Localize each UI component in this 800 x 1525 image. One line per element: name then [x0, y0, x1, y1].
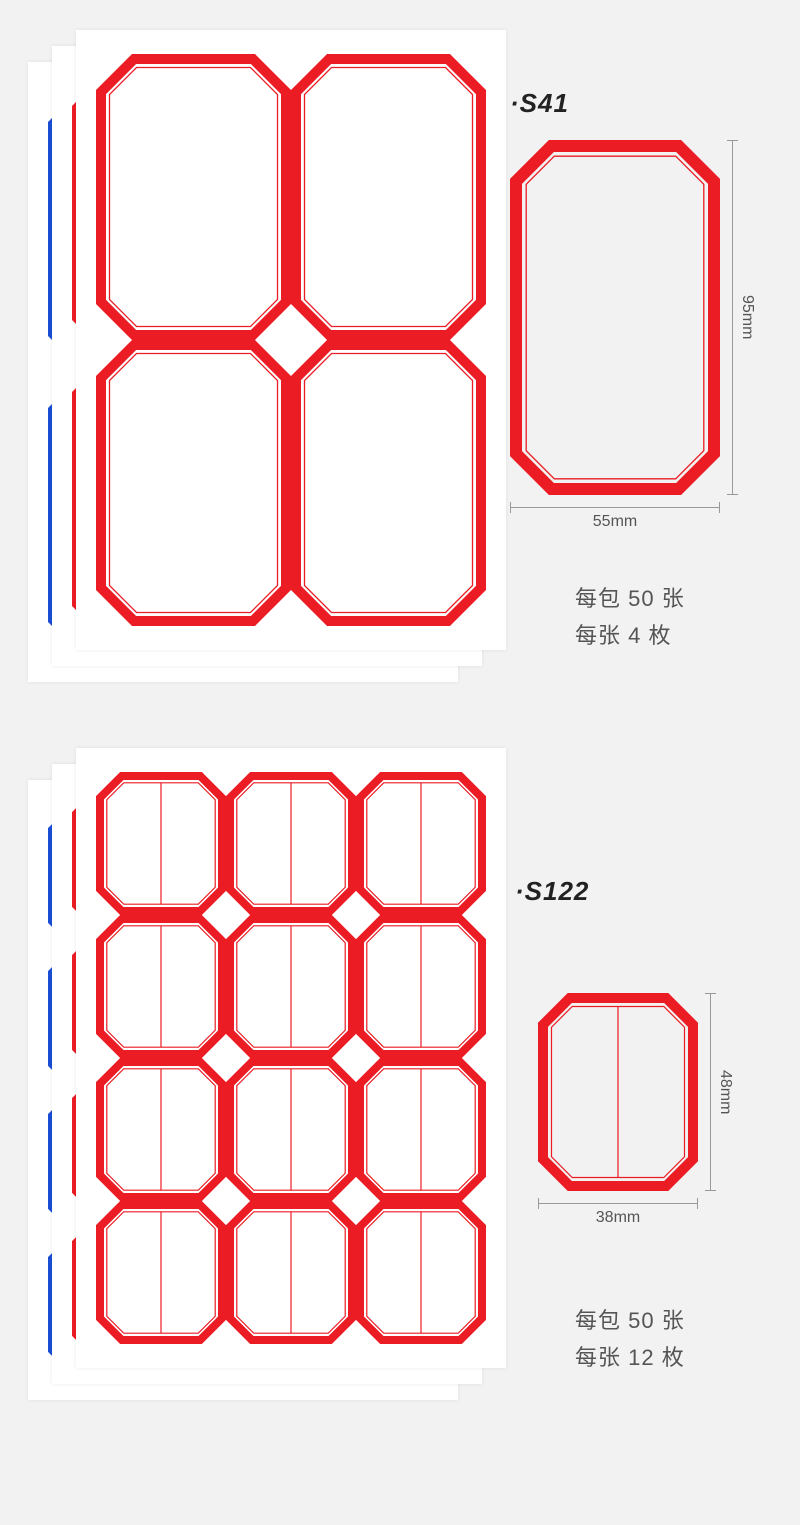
- dimension-label: 38mm: [538, 1209, 698, 1227]
- label-cell: [356, 772, 486, 915]
- label-cell: [226, 915, 356, 1058]
- dimension-label: 95mm: [738, 140, 756, 495]
- label-cell: [356, 915, 486, 1058]
- label-cell: [96, 1058, 226, 1201]
- label-cell: [356, 1058, 486, 1201]
- label-sheet: [76, 748, 506, 1368]
- spec-text: 每包 50 张每张 12 枚: [575, 1302, 685, 1377]
- dimension-label: 48mm: [716, 993, 734, 1191]
- label-sheet: [76, 30, 506, 650]
- single-label-sample: [538, 993, 698, 1191]
- dimension-vertical: 95mm: [732, 140, 762, 495]
- dimension-label: 55mm: [510, 513, 720, 531]
- dimension-horizontal: 55mm: [510, 507, 720, 537]
- dimension-horizontal: 38mm: [538, 1203, 698, 1233]
- label-cell: [96, 772, 226, 915]
- spec-line: 每张 4 枚: [575, 617, 685, 654]
- single-label-sample: [510, 140, 720, 495]
- label-cell: [96, 1201, 226, 1344]
- spec-line: 每包 50 张: [575, 1302, 685, 1339]
- label-cell: [291, 340, 486, 626]
- spec-text: 每包 50 张每张 4 枚: [575, 580, 685, 655]
- model-code: ·S41: [510, 88, 569, 119]
- model-code: ·S122: [515, 876, 589, 907]
- spec-line: 每包 50 张: [575, 580, 685, 617]
- label-cell: [226, 1058, 356, 1201]
- label-cell: [291, 54, 486, 340]
- label-cell: [96, 915, 226, 1058]
- label-cell: [356, 1201, 486, 1344]
- label-cell: [96, 340, 291, 626]
- label-cell: [226, 772, 356, 915]
- label-cell: [96, 54, 291, 340]
- dimension-vertical: 48mm: [710, 993, 740, 1191]
- label-cell: [226, 1201, 356, 1344]
- spec-line: 每张 12 枚: [575, 1339, 685, 1376]
